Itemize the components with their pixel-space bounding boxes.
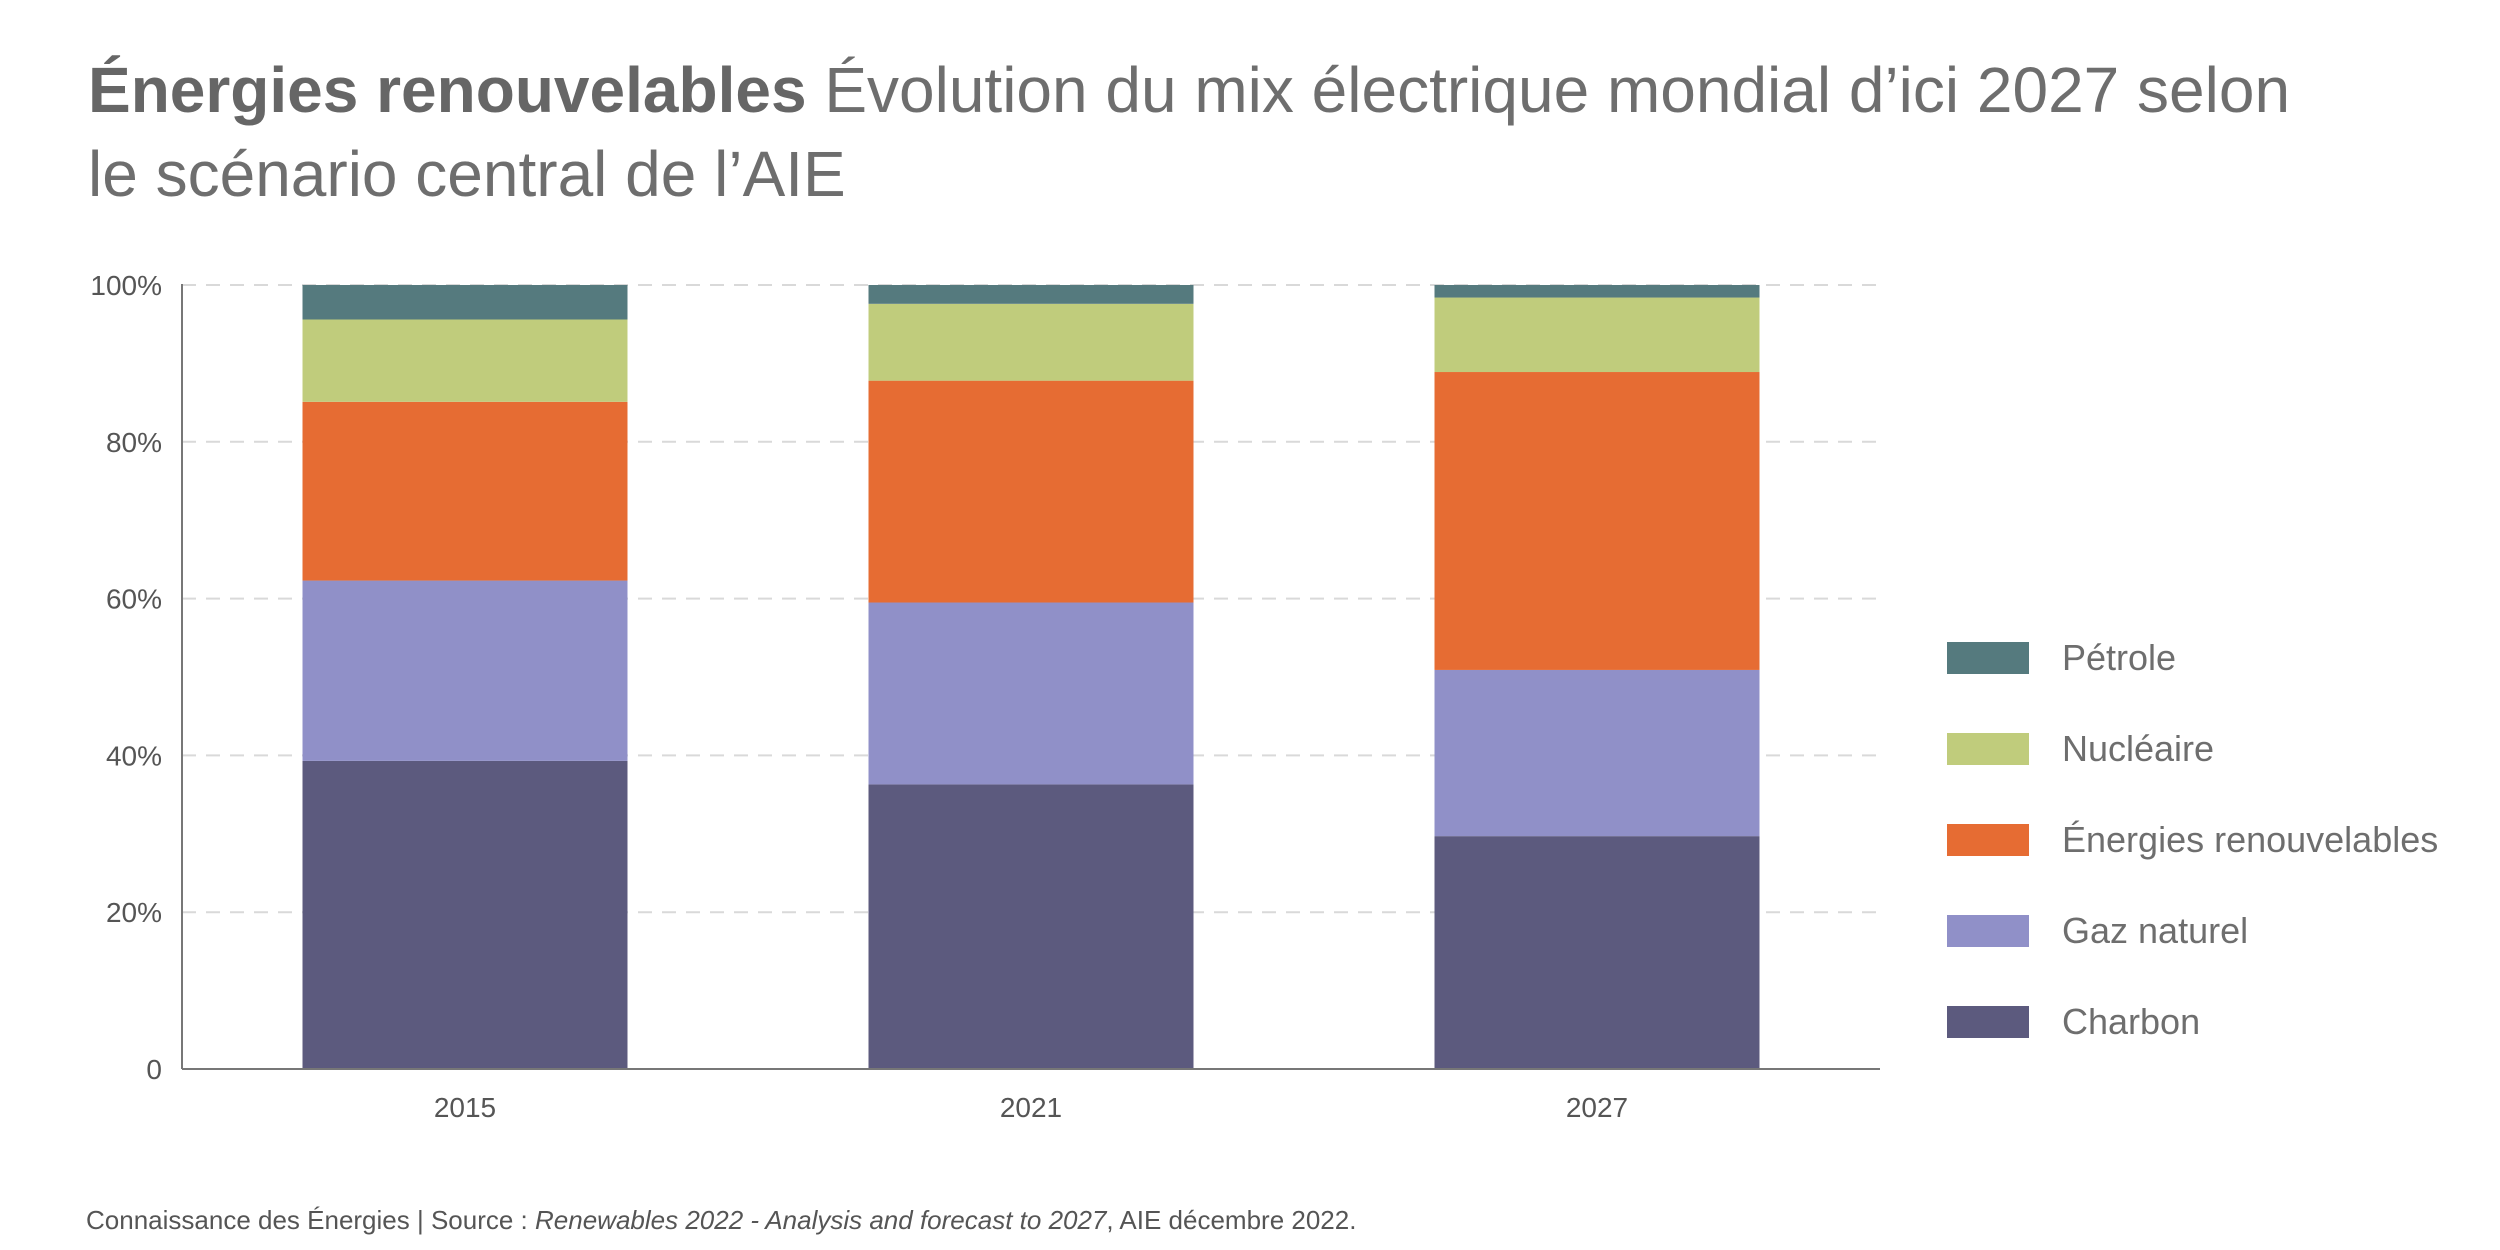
x-tick-label: 2015 — [434, 1092, 496, 1123]
source-prefix: Connaissance des Énergies | Source : — [86, 1205, 536, 1235]
legend-label: Charbon — [2062, 1001, 2200, 1042]
legend-label: Nucléaire — [2062, 728, 2214, 769]
bar-segment — [868, 380, 1194, 603]
legend: Pétrole Nucléaire Énergies renouvelables Ga… — [1947, 637, 2438, 1042]
bar-segment — [868, 602, 1194, 785]
bar-segment — [302, 401, 628, 581]
legend-swatch — [1947, 642, 2029, 674]
bar-segment — [1434, 285, 1760, 298]
y-tick-label: 60% — [106, 584, 162, 615]
bar-segment — [302, 319, 628, 402]
bar-segment — [1434, 669, 1760, 837]
bar-segment — [302, 760, 628, 1069]
title-bold: Énergies renouvelables — [88, 54, 807, 126]
y-tick-labels: 0 20% 40% 60% 80% 100% — [90, 270, 162, 1085]
bar-segment — [868, 285, 1194, 304]
legend-label: Pétrole — [2062, 637, 2176, 678]
legend-swatch — [1947, 915, 2029, 947]
x-tick-label: 2027 — [1566, 1092, 1628, 1123]
x-tick-label: 2021 — [1000, 1092, 1062, 1123]
legend-swatch — [1947, 1006, 2029, 1038]
chart-title: Énergies renouvelables Évolution du mix … — [88, 48, 2338, 216]
legend-label: Gaz naturel — [2062, 910, 2248, 951]
y-tick-label: 100% — [90, 270, 162, 301]
legend-swatch — [1947, 733, 2029, 765]
bar-segment — [1434, 297, 1760, 373]
y-tick-label: 80% — [106, 427, 162, 458]
bars — [302, 285, 1760, 1069]
stacked-bar-chart: 0 20% 40% 60% 80% 100% 2015 2021 2027 Pétrole Nu… — [90, 270, 2438, 1123]
bar-segment — [868, 784, 1194, 1069]
y-tick-label: 0 — [146, 1054, 162, 1085]
bar-segment — [1434, 372, 1760, 670]
y-tick-label: 40% — [106, 740, 162, 771]
bar-segment — [868, 303, 1194, 381]
legend-swatch — [1947, 824, 2029, 856]
legend-label: Énergies renouvelables — [2062, 819, 2438, 860]
source-note: Connaissance des Énergies | Source : Ren… — [86, 1205, 1356, 1236]
axes — [181, 284, 1880, 1070]
x-tick-labels: 2015 2021 2027 — [434, 1092, 1628, 1123]
title-subtitle: Évolution du mix électrique mondial d’ic… — [88, 54, 2291, 210]
bar-segment — [1434, 836, 1760, 1069]
source-suffix: , AIE décembre 2022. — [1106, 1205, 1357, 1235]
bar-segment — [302, 285, 628, 320]
bar-segment — [302, 580, 628, 761]
y-tick-label: 20% — [106, 897, 162, 928]
source-report: Renewables 2022 - Analysis and forecast … — [535, 1205, 1107, 1235]
